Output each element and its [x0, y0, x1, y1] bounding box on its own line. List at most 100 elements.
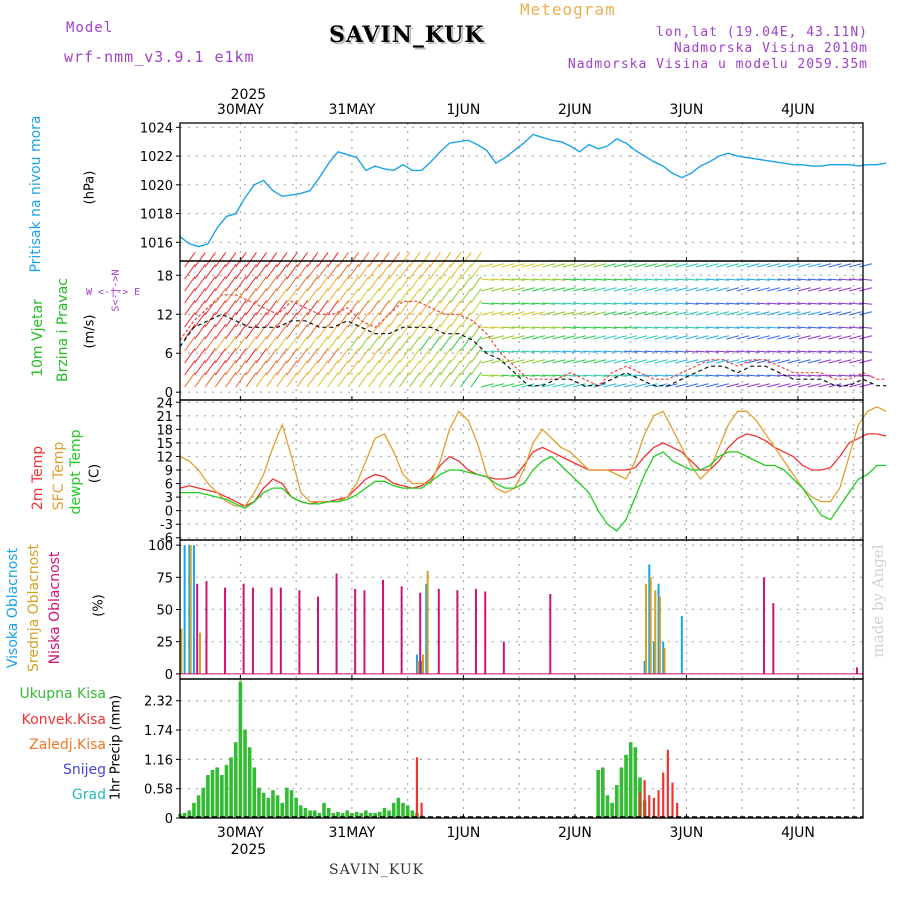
wind-arrow — [481, 302, 495, 305]
wind-arrow — [460, 360, 472, 376]
wind-arrow — [613, 278, 627, 281]
wind-arrow — [347, 360, 360, 376]
wind-arrow — [859, 311, 873, 316]
wind-arrow — [726, 302, 740, 305]
precip-bar — [364, 810, 368, 818]
wind-arrow — [695, 335, 709, 340]
wind-ytick-label: 0 — [165, 386, 173, 401]
wind-arrow — [429, 264, 441, 280]
wind-arrow — [593, 287, 607, 292]
precip-bar — [605, 795, 610, 818]
wind-arrow — [838, 359, 852, 364]
wind-arrow — [746, 350, 760, 353]
sfc-label: SFC Temp — [51, 441, 67, 511]
wind-arrow — [337, 324, 349, 340]
wind-arrow — [736, 311, 750, 316]
wind-arrow — [624, 383, 637, 388]
wind-arrow — [624, 278, 638, 281]
wind-arrow — [439, 276, 452, 292]
wind-arrow — [235, 264, 247, 280]
wind-arrow — [777, 374, 791, 377]
wind-arrow — [624, 350, 638, 353]
wind-arrow — [358, 264, 370, 280]
wind-arrow — [388, 312, 400, 328]
wind-arrow — [429, 300, 441, 316]
wind-arrow — [306, 276, 319, 292]
wind-arrow — [511, 350, 525, 353]
wind-arrow — [603, 335, 617, 340]
wind-arrow — [828, 302, 842, 305]
wind-arrow — [481, 278, 495, 281]
wind-arrow — [388, 276, 400, 292]
wind-arrow — [572, 263, 586, 268]
wind-arrow — [552, 383, 566, 388]
wind-arrow — [838, 335, 852, 340]
wind-arrow — [828, 287, 842, 292]
wind-arrow — [818, 311, 832, 316]
precip-bar — [308, 810, 312, 818]
wind-arrow — [654, 326, 668, 329]
wind-arrow — [634, 383, 648, 388]
wind-arrow — [613, 287, 627, 292]
wind-arrow — [603, 287, 617, 292]
wind-arrow — [552, 311, 566, 316]
wind-arrow — [409, 252, 421, 268]
wind-arrow — [296, 264, 308, 280]
wind-arrow — [317, 252, 329, 268]
wind-arrow — [398, 288, 411, 304]
wind-arrow — [245, 288, 257, 304]
wind-arrow — [664, 335, 678, 340]
wind-arrow — [358, 288, 370, 304]
precip-bar — [373, 812, 377, 818]
wind-arrow — [654, 350, 668, 353]
wind-arrow — [603, 302, 617, 305]
wind-arrow — [736, 374, 750, 377]
wind-arrow — [225, 288, 237, 304]
wind-arrow — [818, 374, 832, 377]
wind-arrow — [450, 276, 462, 292]
day-label-bottom: 2JUN — [558, 825, 592, 841]
wind-arrow — [797, 335, 811, 340]
wind-arrow — [429, 372, 441, 388]
wind-arrow — [368, 252, 380, 268]
cloud-unit: (%) — [91, 594, 107, 617]
wind-arrow — [746, 263, 760, 268]
wind-arrow — [787, 302, 801, 305]
wind-arrow — [828, 359, 842, 364]
wind-arrow — [266, 324, 278, 340]
precip-bar — [275, 795, 280, 818]
wind-arrow — [654, 359, 668, 364]
wind-arrow — [419, 372, 431, 388]
temperature-frame — [179, 399, 864, 541]
temp-line-2 — [180, 451, 887, 532]
wind-arrow — [859, 302, 873, 305]
wind-arrow — [634, 302, 648, 305]
wind-arrow — [521, 374, 535, 377]
wind-arrow — [296, 312, 308, 328]
precip-bar — [206, 775, 210, 818]
precip-bar — [648, 795, 651, 818]
wind-arrow — [756, 383, 770, 388]
precip-bar — [596, 769, 600, 818]
wind-arrow — [460, 288, 472, 304]
wind-arrow — [450, 360, 462, 376]
model-name: wrf-nmm_v3.9.1 e1km — [64, 48, 255, 66]
precip-bar — [326, 807, 331, 818]
wind-arrow — [378, 324, 390, 340]
wind-arrow — [521, 311, 535, 316]
wind-arrow — [808, 311, 821, 316]
wind-arrow — [409, 312, 421, 328]
wind-arrow — [378, 276, 390, 292]
wind-arrow — [460, 252, 472, 268]
precip-bar — [354, 811, 359, 818]
wind-arrow — [808, 326, 822, 329]
wind-arrow — [838, 287, 852, 292]
wind-arrow — [419, 300, 431, 316]
wind-arrow — [736, 278, 750, 281]
wind-arrow — [634, 350, 648, 353]
temperature-ytick-label: 12 — [156, 450, 173, 465]
wind-arrow — [685, 326, 699, 329]
wind-arrow — [838, 278, 852, 281]
precip-bar — [252, 767, 257, 818]
wind-arrow — [644, 359, 658, 364]
